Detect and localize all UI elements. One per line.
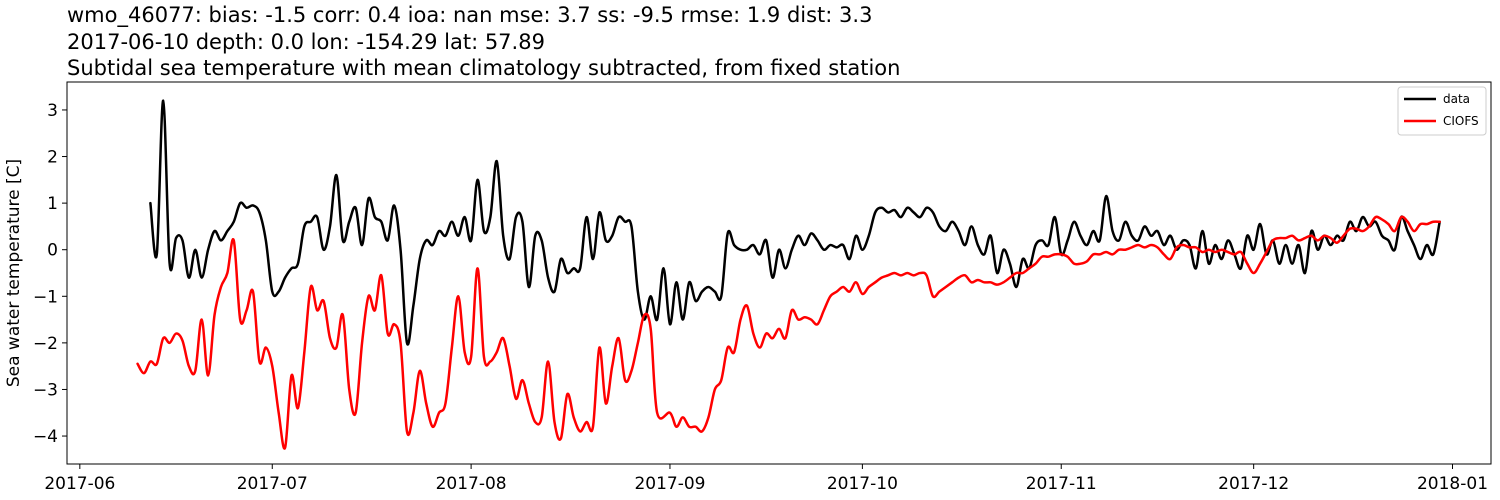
y-tick-label: −2 [33, 334, 58, 354]
title-line-1: wmo_46077: bias: -1.5 corr: 0.4 ioa: nan… [67, 3, 872, 28]
x-tick-label: 2017-09 [634, 474, 705, 494]
x-axis-ticks: 2017-06 2017-07 2017-08 2017-09 2017-10 2017-… [44, 464, 1488, 494]
y-axis-ticks: −4 −3 −2 −1 0 1 2 3 [33, 101, 67, 447]
y-axis-label: Sea water temperature [C] [4, 159, 24, 387]
title-line-2: 2017-06-10 depth: 0.0 lon: -154.29 lat: … [67, 30, 545, 54]
y-tick-label: −4 [33, 427, 58, 447]
series-layer [136, 99, 1441, 450]
x-tick-label: 2017-11 [1026, 474, 1097, 494]
y-tick-label: −1 [33, 287, 58, 307]
y-tick-label: 0 [47, 241, 58, 261]
x-tick-label: 2017-07 [237, 474, 308, 494]
x-tick-label: 2018-01 [1417, 474, 1488, 494]
y-tick-label: 2 [47, 148, 58, 168]
x-tick-label: 2017-08 [436, 474, 507, 494]
title-line-3: Subtidal sea temperature with mean clima… [67, 56, 900, 80]
legend: data CIOFS [1397, 86, 1487, 136]
plot-area-frame [66, 81, 1492, 465]
legend-label-data: data [1443, 92, 1470, 106]
series-line-ciofs [136, 215, 1441, 450]
y-tick-label: 1 [47, 194, 58, 214]
x-tick-label: 2017-06 [44, 474, 115, 494]
series-line-data [149, 99, 1441, 346]
legend-label-ciofs: CIOFS [1443, 114, 1479, 128]
x-tick-label: 2017-12 [1218, 474, 1289, 494]
y-tick-label: −3 [33, 380, 58, 400]
x-tick-label: 2017-10 [827, 474, 898, 494]
chart-title: wmo_46077: bias: -1.5 corr: 0.4 ioa: nan… [67, 3, 900, 80]
y-tick-label: 3 [47, 101, 58, 121]
